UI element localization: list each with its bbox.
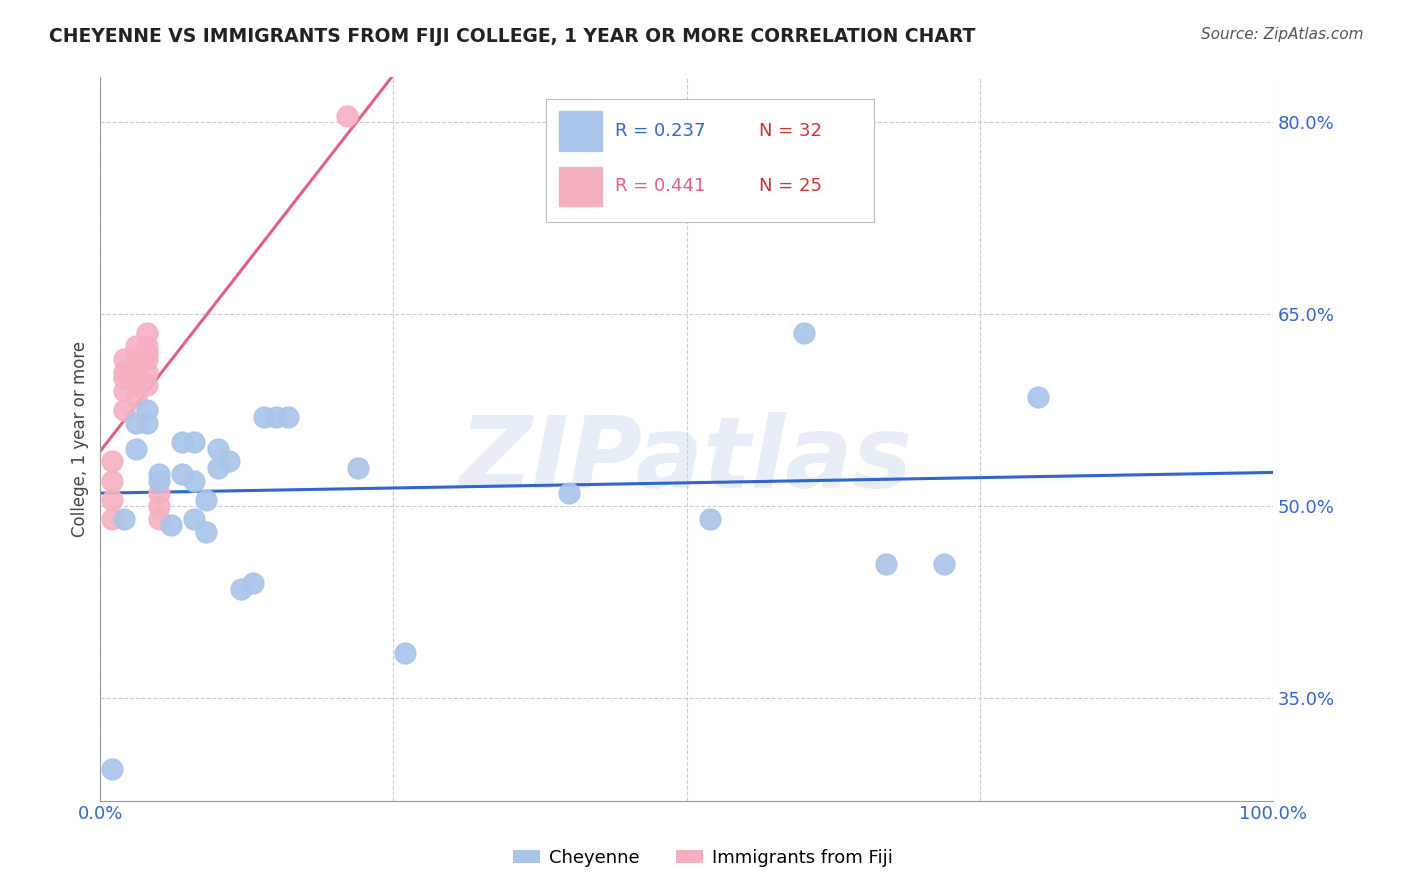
- Point: [277, 409, 299, 424]
- Point: [136, 326, 159, 341]
- Point: [136, 416, 159, 430]
- Point: [124, 377, 146, 392]
- Point: [148, 512, 170, 526]
- Point: [394, 647, 416, 661]
- Point: [136, 352, 159, 367]
- Point: [148, 500, 170, 514]
- Point: [124, 391, 146, 405]
- Point: [148, 486, 170, 500]
- Point: [218, 454, 240, 468]
- Point: [148, 467, 170, 482]
- Point: [112, 371, 135, 385]
- Point: [124, 416, 146, 430]
- Point: [124, 339, 146, 353]
- Point: [136, 345, 159, 359]
- Text: ZIPatlas: ZIPatlas: [460, 412, 912, 509]
- Point: [136, 365, 159, 379]
- Point: [148, 474, 170, 488]
- Point: [101, 762, 124, 776]
- Point: [699, 512, 721, 526]
- Point: [101, 474, 124, 488]
- Point: [194, 492, 217, 507]
- Point: [793, 326, 815, 341]
- Point: [347, 460, 370, 475]
- Point: [124, 352, 146, 367]
- Point: [207, 442, 229, 456]
- Point: [101, 512, 124, 526]
- Point: [194, 524, 217, 539]
- Point: [335, 109, 357, 123]
- Point: [112, 384, 135, 398]
- Point: [183, 435, 205, 450]
- Point: [159, 518, 181, 533]
- Point: [172, 435, 194, 450]
- Point: [183, 512, 205, 526]
- Point: [264, 409, 287, 424]
- Point: [875, 557, 897, 571]
- Point: [101, 492, 124, 507]
- Point: [124, 442, 146, 456]
- Point: [242, 576, 264, 591]
- Point: [101, 454, 124, 468]
- Point: [136, 339, 159, 353]
- Point: [934, 557, 956, 571]
- Point: [558, 486, 581, 500]
- Text: CHEYENNE VS IMMIGRANTS FROM FIJI COLLEGE, 1 YEAR OR MORE CORRELATION CHART: CHEYENNE VS IMMIGRANTS FROM FIJI COLLEGE…: [49, 27, 976, 45]
- Point: [112, 403, 135, 417]
- Point: [112, 352, 135, 367]
- Point: [136, 403, 159, 417]
- Point: [124, 371, 146, 385]
- Point: [136, 377, 159, 392]
- Point: [183, 474, 205, 488]
- Legend: Cheyenne, Immigrants from Fiji: Cheyenne, Immigrants from Fiji: [506, 842, 900, 874]
- Point: [253, 409, 276, 424]
- Point: [207, 460, 229, 475]
- Text: Source: ZipAtlas.com: Source: ZipAtlas.com: [1201, 27, 1364, 42]
- Point: [112, 512, 135, 526]
- Point: [124, 365, 146, 379]
- Point: [229, 582, 252, 597]
- Point: [112, 365, 135, 379]
- Point: [172, 467, 194, 482]
- Y-axis label: College, 1 year or more: College, 1 year or more: [72, 341, 89, 537]
- Point: [1026, 391, 1049, 405]
